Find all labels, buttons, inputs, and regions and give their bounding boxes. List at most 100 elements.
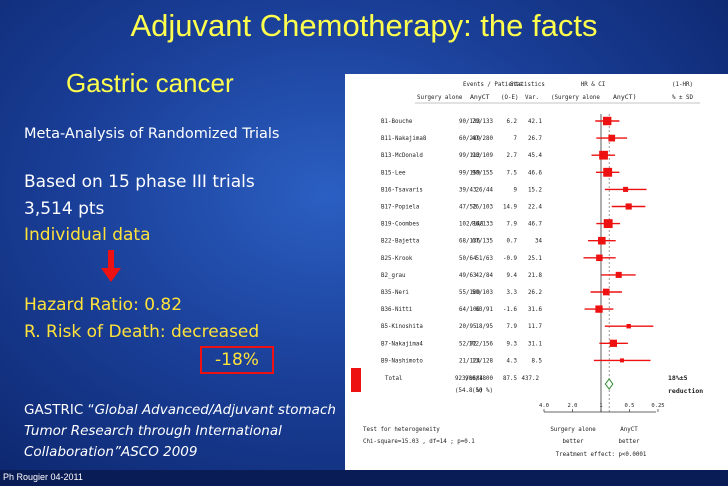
effect-square — [623, 186, 629, 192]
anyct-events: 47/280 — [472, 136, 493, 142]
meta-analysis-label: Meta-Analysis of Randomized Trials — [24, 126, 280, 142]
anyct-events: 18/95 — [476, 324, 494, 330]
total-var: 437.2 — [522, 376, 539, 382]
study-label: B36-Nitti — [381, 307, 413, 313]
header-anyct2: AnyCT) — [613, 93, 636, 101]
surgery-events: 21/124 — [459, 358, 480, 364]
footer-bar: Ph Rougier 04-2011 — [0, 470, 728, 486]
footer-author: Ph Rougier 04-2011 — [3, 472, 83, 482]
var-value: 21.8 — [528, 273, 542, 279]
oe-value: 7.9 — [507, 324, 518, 330]
oe-value: 9 — [514, 187, 518, 193]
study-label: B22-Bajetta — [381, 239, 419, 245]
gastric-note: GASTRIC “Global Advanced/Adjuvant stomac… — [24, 400, 354, 463]
oe-value: 4.3 — [507, 358, 518, 364]
oe-value: 7 — [514, 136, 518, 142]
anyct-events: 50/103 — [472, 290, 493, 296]
var-value: 45.4 — [528, 153, 542, 159]
oe-value: 2.7 — [507, 153, 518, 159]
x-tick-label: 0.5 — [625, 403, 635, 409]
oe-value: 7.5 — [507, 170, 518, 176]
var-value: 42.1 — [528, 119, 542, 125]
total-diamond — [604, 378, 614, 390]
header-statistics: Statistics — [510, 82, 545, 88]
effect-square — [603, 219, 613, 229]
surgery-events: 68/136 — [459, 239, 480, 245]
header-surgery: Surgery alone — [417, 95, 463, 101]
heterogeneity-label: Test for heterogeneity — [363, 427, 440, 433]
header-anyct: AnyCT — [470, 93, 490, 101]
effect-square — [602, 116, 612, 126]
total-oe: 87.5 — [503, 376, 517, 382]
var-value: 22.4 — [528, 205, 542, 211]
surgery-alone-label: Surgery alone — [550, 427, 596, 433]
effect-square — [608, 134, 616, 142]
header-events: Events / Patients — [463, 82, 522, 88]
gastric-expansion-2: Tumor Research through International — [24, 423, 282, 439]
surgery-events: 55/100 — [459, 290, 480, 296]
anyct-label: AnyCT — [620, 427, 638, 433]
study-label: B19-Coombes — [381, 222, 419, 228]
effect-square — [625, 203, 632, 210]
var-value: 26.2 — [528, 290, 542, 296]
oe-value: 9.3 — [507, 341, 518, 347]
oe-value: 9.4 — [507, 273, 518, 279]
header-surgery2: (Surgery alone — [551, 95, 600, 101]
effect-square — [602, 288, 610, 296]
hazard-ratio-line: Hazard Ratio: 0.82 — [24, 295, 183, 315]
effect-square — [626, 323, 631, 329]
header-var: Var. — [525, 95, 539, 101]
study-label: B35-Neri — [381, 290, 409, 296]
effect-square — [615, 271, 622, 278]
surgery-events: 52/72 — [459, 341, 476, 347]
oe-value: -1.6 — [503, 307, 517, 313]
total-anyct-events: 900/1800 — [465, 376, 493, 382]
study-label: B15-Lee — [381, 170, 406, 176]
surgery-better-label: better — [563, 439, 584, 445]
x-tick-label: 1 — [599, 403, 602, 409]
total-surgery-pct: (54.8 %) — [455, 388, 483, 394]
header-oe: (O-E) — [501, 95, 518, 101]
header-hr-pct: (1-HR) — [672, 82, 693, 88]
x-tick-label: 4.0 — [539, 403, 549, 409]
anyct-events: 51/63 — [476, 256, 494, 262]
total-anyct-pct: (50 %) — [472, 388, 493, 394]
study-label: B25-Krook — [381, 256, 413, 262]
surgery-events: 49/63 — [459, 273, 477, 279]
total-pct-sub: reduction — [668, 387, 703, 395]
study-label: B5-Kinoshita — [381, 324, 423, 330]
anyct-events: 79/133 — [472, 119, 493, 125]
surgery-events: 60/289 — [459, 136, 480, 142]
effect-square — [598, 236, 606, 245]
anyct-events: 26/44 — [476, 187, 494, 193]
header-hr-pct2: % ± SD — [672, 95, 693, 101]
anyct-events: 42/84 — [476, 273, 494, 279]
surgery-events: 99/112 — [459, 153, 480, 159]
surgery-events: 90/133 — [459, 119, 480, 125]
total-surgery-events: 923/1684 — [455, 376, 483, 382]
effect-square — [620, 358, 625, 363]
patients-line: 3,514 pts — [24, 199, 105, 219]
gastric-label: GASTRIC “ — [24, 402, 95, 418]
surgery-events: 99/159 — [459, 170, 480, 176]
var-value: 11.7 — [528, 324, 542, 330]
oe-value: 7.9 — [507, 222, 518, 228]
oe-value: 6.2 — [507, 119, 517, 125]
effect-square — [596, 254, 603, 262]
total-marker — [351, 368, 361, 392]
study-label: B13-McDonald — [381, 153, 423, 159]
var-value: 26.7 — [528, 136, 542, 142]
anyct-events: 86/133 — [472, 222, 493, 228]
down-arrowhead-icon — [101, 268, 121, 282]
oe-value: 0.7 — [507, 239, 518, 245]
header-hr-ci: HR & CI — [581, 82, 605, 88]
reduction-box: -18% — [200, 346, 274, 374]
slide-title: Adjuvant Chemotherapy: the facts — [130, 8, 598, 43]
study-label: B9-Nashimoto — [381, 358, 423, 364]
surgery-events: 64/100 — [459, 307, 480, 313]
surgery-events: 20/95 — [459, 324, 477, 330]
study-label: B17-Popiela — [381, 205, 419, 211]
var-value: 31.6 — [528, 307, 542, 313]
effect-square — [603, 167, 613, 177]
surgery-events: 102/148 — [459, 222, 484, 228]
